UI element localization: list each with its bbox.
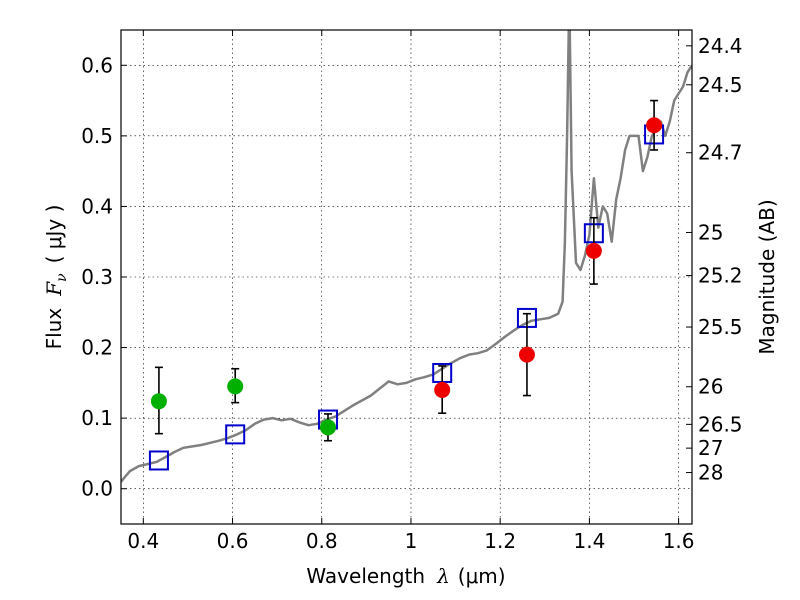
magnitude-tick-label: 26.5 (698, 412, 743, 436)
magnitude-tick-label: 26 (698, 375, 723, 399)
magnitude-tick-label: 24.5 (698, 73, 743, 97)
magnitude-tick-label: 25.5 (698, 315, 743, 339)
magnitude-tick-label: 25.2 (698, 264, 743, 288)
x-tick-label: 1.6 (663, 529, 695, 553)
model-photometry-marker (225, 424, 246, 445)
observed-point (646, 117, 663, 134)
y2-axis-title: Magnitude (AB) (755, 199, 779, 354)
observed-point (434, 381, 451, 398)
x-tick-label: 1.4 (573, 529, 605, 553)
x-tick-label: 1 (405, 529, 418, 553)
x-tick-label: 0.6 (217, 529, 249, 553)
magnitude-tick-label: 27 (698, 436, 723, 460)
y-tick-label: 0.1 (81, 406, 113, 430)
gridlines (121, 30, 692, 524)
x-axis-title: Wavelength λ (μm) (306, 564, 505, 588)
magnitude-tick-label: 24.4 (698, 34, 743, 58)
y-tick-label: 0.2 (81, 336, 113, 360)
x-tick-label: 0.4 (127, 529, 159, 553)
y-tick-label: 0.0 (81, 477, 113, 501)
y-tick-label: 0.6 (81, 53, 113, 77)
model-photometry-marker (148, 450, 169, 471)
spectrum-line (121, 30, 692, 483)
observed-point (150, 393, 167, 410)
y-tick-label: 0.3 (81, 265, 113, 289)
magnitude-tick-label: 28 (698, 461, 723, 485)
data-layer (121, 30, 692, 483)
magnitude-tick-label: 25 (698, 220, 723, 244)
observed-point (319, 419, 336, 436)
y-axis-title: FluxFν( μJy ) (42, 205, 70, 350)
y-tick-label: 0.5 (81, 124, 113, 148)
observed-point (518, 346, 535, 363)
x-tick-label: 0.8 (306, 529, 338, 553)
x-tick-label: 1.2 (484, 529, 516, 553)
observed-point (585, 242, 602, 259)
observed-point (227, 378, 244, 395)
y-tick-label: 0.4 (81, 194, 113, 218)
axes: 0.4 0.6 0.8 1 1.2 1.4 1.6 0.0 0.1 0.2 0.3 0.4 0.5 0.6… (81, 30, 743, 553)
magnitude-tick-label: 24.7 (698, 141, 743, 165)
